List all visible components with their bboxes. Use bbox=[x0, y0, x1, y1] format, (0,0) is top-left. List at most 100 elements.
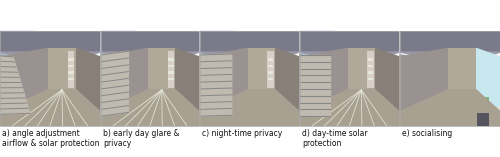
Bar bbox=[477, 113, 489, 126]
Bar bbox=[168, 78, 173, 80]
Polygon shape bbox=[476, 48, 500, 126]
Polygon shape bbox=[300, 55, 399, 63]
Polygon shape bbox=[0, 56, 14, 62]
Bar bbox=[476, 107, 500, 126]
Polygon shape bbox=[200, 74, 232, 82]
Polygon shape bbox=[200, 48, 248, 126]
Polygon shape bbox=[0, 93, 26, 98]
Polygon shape bbox=[300, 90, 399, 126]
Polygon shape bbox=[0, 55, 100, 63]
Polygon shape bbox=[300, 48, 348, 126]
Polygon shape bbox=[300, 55, 330, 62]
Polygon shape bbox=[101, 99, 128, 109]
Bar bbox=[68, 65, 74, 67]
Polygon shape bbox=[0, 31, 35, 97]
Text: c) night-time privacy: c) night-time privacy bbox=[202, 129, 282, 138]
Polygon shape bbox=[0, 103, 28, 109]
Polygon shape bbox=[101, 65, 128, 75]
Polygon shape bbox=[101, 106, 128, 116]
Bar bbox=[368, 65, 374, 67]
Bar bbox=[400, 31, 500, 52]
Polygon shape bbox=[200, 102, 232, 109]
Text: d) day-time solar
protection: d) day-time solar protection bbox=[302, 129, 368, 148]
Polygon shape bbox=[200, 31, 234, 97]
Bar bbox=[101, 31, 199, 52]
Polygon shape bbox=[101, 48, 148, 126]
Bar bbox=[68, 78, 74, 80]
Polygon shape bbox=[400, 52, 500, 65]
Polygon shape bbox=[300, 82, 330, 89]
Bar bbox=[268, 58, 274, 61]
Bar bbox=[101, 31, 199, 126]
Bar bbox=[200, 31, 299, 126]
Bar bbox=[148, 48, 176, 90]
Polygon shape bbox=[300, 109, 330, 116]
Bar bbox=[477, 97, 489, 126]
Polygon shape bbox=[300, 96, 330, 103]
Polygon shape bbox=[101, 31, 136, 97]
Bar bbox=[368, 58, 374, 61]
Bar bbox=[268, 78, 274, 80]
Polygon shape bbox=[200, 55, 299, 63]
Bar bbox=[68, 51, 74, 88]
Text: e) socialising: e) socialising bbox=[402, 129, 452, 138]
Polygon shape bbox=[101, 85, 128, 96]
Polygon shape bbox=[0, 77, 20, 83]
Text: b) early day glare &
privacy: b) early day glare & privacy bbox=[103, 129, 180, 148]
Bar bbox=[368, 51, 374, 88]
Polygon shape bbox=[200, 52, 299, 65]
Polygon shape bbox=[101, 51, 128, 62]
Polygon shape bbox=[0, 82, 22, 88]
Polygon shape bbox=[0, 52, 100, 65]
Polygon shape bbox=[300, 89, 330, 96]
Bar bbox=[248, 48, 275, 90]
Polygon shape bbox=[0, 88, 24, 93]
Polygon shape bbox=[0, 61, 16, 67]
Polygon shape bbox=[101, 58, 128, 69]
Polygon shape bbox=[200, 90, 299, 126]
Polygon shape bbox=[200, 81, 232, 89]
Polygon shape bbox=[101, 90, 199, 126]
Polygon shape bbox=[200, 61, 232, 69]
Bar bbox=[200, 31, 299, 52]
Bar bbox=[268, 65, 274, 67]
Bar bbox=[348, 48, 375, 90]
Bar bbox=[168, 51, 174, 88]
Polygon shape bbox=[200, 54, 232, 62]
Polygon shape bbox=[101, 72, 128, 82]
Polygon shape bbox=[0, 48, 48, 126]
Bar bbox=[0, 31, 100, 52]
Bar bbox=[368, 71, 374, 74]
Polygon shape bbox=[200, 68, 232, 75]
Bar bbox=[68, 71, 74, 74]
Polygon shape bbox=[200, 95, 232, 103]
Polygon shape bbox=[101, 52, 199, 65]
Bar bbox=[268, 71, 274, 74]
Polygon shape bbox=[101, 55, 199, 63]
Polygon shape bbox=[300, 69, 330, 75]
Bar bbox=[68, 58, 74, 61]
Polygon shape bbox=[76, 48, 100, 126]
Bar bbox=[368, 78, 374, 80]
Polygon shape bbox=[300, 103, 330, 109]
Polygon shape bbox=[200, 108, 232, 116]
Polygon shape bbox=[0, 108, 30, 114]
Bar bbox=[168, 71, 173, 74]
Polygon shape bbox=[275, 48, 299, 126]
Text: a) angle adjustment
airflow & solar protection: a) angle adjustment airflow & solar prot… bbox=[2, 129, 100, 148]
Polygon shape bbox=[0, 90, 100, 126]
Polygon shape bbox=[400, 48, 448, 126]
Polygon shape bbox=[101, 78, 128, 89]
Polygon shape bbox=[200, 88, 232, 96]
Bar bbox=[168, 58, 173, 61]
Polygon shape bbox=[0, 98, 27, 104]
Bar bbox=[400, 31, 500, 126]
Polygon shape bbox=[300, 75, 330, 82]
Polygon shape bbox=[101, 92, 128, 103]
Polygon shape bbox=[300, 31, 334, 97]
Polygon shape bbox=[300, 62, 330, 69]
Bar bbox=[268, 51, 274, 88]
Polygon shape bbox=[400, 55, 500, 63]
Polygon shape bbox=[0, 72, 19, 77]
Polygon shape bbox=[176, 48, 199, 126]
